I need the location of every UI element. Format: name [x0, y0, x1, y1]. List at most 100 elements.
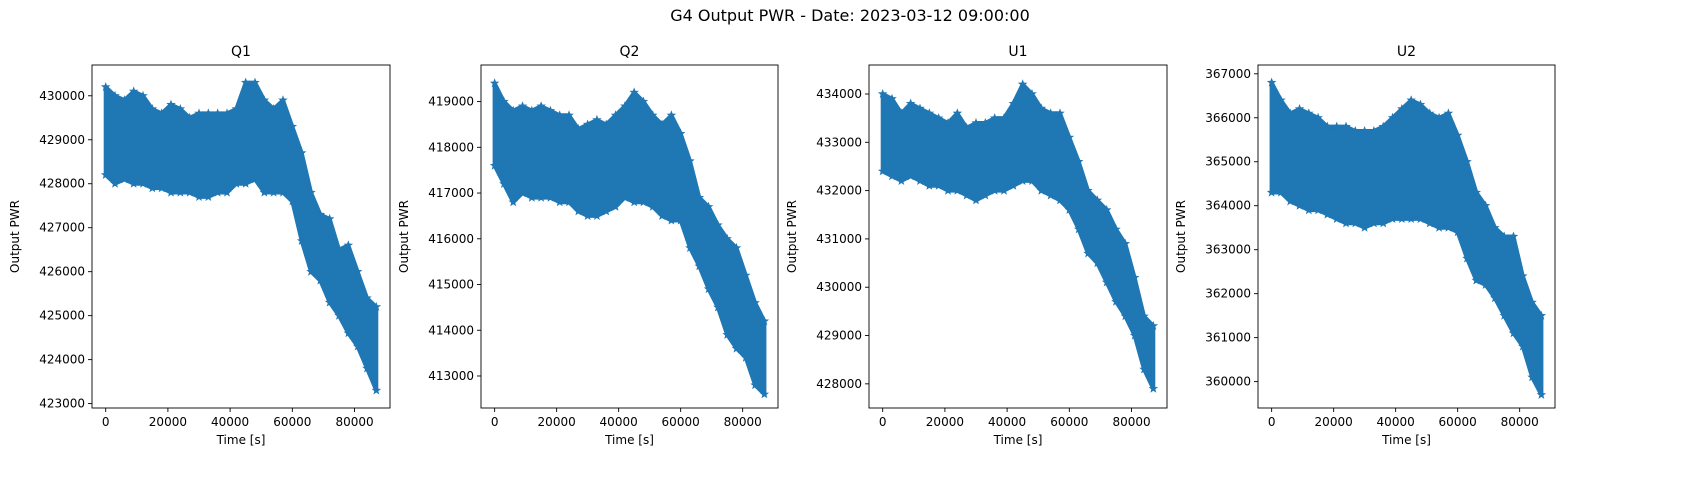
y-tick-label: 419000: [428, 95, 474, 109]
data-point: [943, 118, 953, 127]
data-point: [147, 183, 158, 193]
data-point: [119, 95, 130, 105]
y-tick-label: 429000: [816, 329, 862, 343]
data-point: [1452, 130, 1463, 140]
x-axis-label: Time [s]: [216, 433, 266, 447]
data-point: [629, 87, 639, 97]
data-point: [638, 96, 649, 106]
data-point: [1266, 77, 1277, 87]
data-point: [1139, 311, 1149, 321]
y-tick-label: 414000: [428, 323, 474, 337]
data-point: [1369, 126, 1379, 135]
data-point: [1378, 121, 1388, 131]
data-point: [128, 178, 139, 188]
data-point: [1378, 218, 1388, 228]
x-tick-label: 20000: [1315, 415, 1353, 429]
subplot-title: Q2: [620, 44, 640, 60]
data-point: [203, 108, 214, 118]
data-point: [1266, 187, 1277, 197]
data-point: [343, 240, 354, 250]
data-point: [629, 197, 639, 207]
data-point: [555, 110, 565, 120]
data-point: [675, 215, 686, 225]
data-point: [517, 188, 528, 198]
data-point: [306, 187, 316, 197]
data-point: [184, 112, 195, 122]
data-point: [278, 187, 288, 197]
data-point: [517, 101, 528, 111]
data-point: [315, 275, 326, 285]
data-point: [489, 160, 500, 170]
data-point: [1527, 372, 1537, 382]
data-point: [1111, 224, 1121, 234]
data-point: [166, 99, 176, 109]
data-point: [1425, 108, 1435, 118]
data-point: [268, 104, 279, 113]
data-point: [352, 266, 363, 276]
x-tick-label: 60000: [662, 415, 700, 429]
data-point: [1304, 205, 1314, 215]
subplot-q1: Q1 Time [s] Output PWR 0 20000 40000 60000 8…: [8, 44, 391, 447]
data-point: [1406, 213, 1416, 223]
data-point: [1294, 104, 1305, 113]
data-point: [352, 341, 363, 351]
data-point: [1008, 98, 1019, 108]
data-point: [675, 128, 686, 138]
data-point: [1008, 180, 1019, 190]
data-point: [1415, 213, 1426, 223]
x-tick-label: 0: [491, 415, 499, 429]
data-point: [1527, 297, 1537, 307]
y-tick-label: 416000: [428, 232, 474, 246]
data-point: [1064, 204, 1075, 214]
data-point: [905, 171, 916, 181]
data-point: [1480, 200, 1491, 210]
data-point: [685, 156, 695, 166]
data-point: [592, 114, 602, 124]
data-point: [1120, 311, 1131, 321]
data-point: [694, 261, 704, 271]
data-point: [100, 169, 111, 179]
axes-frame: [480, 64, 779, 409]
data-point: [877, 89, 888, 98]
y-axis-label: Output PWR: [785, 200, 799, 273]
data-point: [601, 206, 611, 216]
data-point: [194, 108, 204, 118]
data-point: [703, 284, 714, 294]
data-point: [989, 185, 1000, 195]
data-point: [713, 302, 723, 312]
data-point: [657, 210, 667, 220]
data-point: [1027, 175, 1037, 185]
data-point: [175, 104, 186, 113]
data-point: [1434, 112, 1444, 122]
x-tick-label: 80000: [335, 415, 373, 429]
data-point: [980, 118, 991, 127]
data-point: [194, 191, 204, 201]
data-point: [1443, 222, 1454, 232]
data-point: [212, 108, 223, 118]
data-point: [1294, 200, 1305, 210]
y-tick-label: 417000: [428, 186, 474, 200]
data-point: [1471, 187, 1481, 197]
y-tick-label: 429000: [39, 133, 85, 147]
y-tick-label: 430000: [39, 89, 85, 103]
data-point: [371, 385, 382, 395]
data-point: [971, 195, 981, 205]
y-tick-label: 362000: [1205, 287, 1251, 301]
data-point: [1471, 275, 1481, 285]
data-point: [703, 201, 714, 211]
data-point: [166, 187, 176, 197]
data-point: [1499, 310, 1509, 320]
data-point: [999, 113, 1009, 123]
data-point: [324, 213, 335, 223]
x-tick-label: 20000: [149, 415, 187, 429]
data-point: [999, 185, 1009, 195]
data-point: [905, 98, 916, 108]
data-point: [499, 96, 509, 106]
subplot-u1: U1 Time [s] Output PWR 0 20000 40000 60000 8…: [785, 44, 1168, 447]
data-point: [240, 178, 251, 188]
data-point: [1443, 108, 1454, 118]
data-point: [527, 192, 537, 202]
data-point: [222, 187, 232, 197]
data-point: [657, 119, 667, 129]
data-band: [103, 80, 379, 393]
